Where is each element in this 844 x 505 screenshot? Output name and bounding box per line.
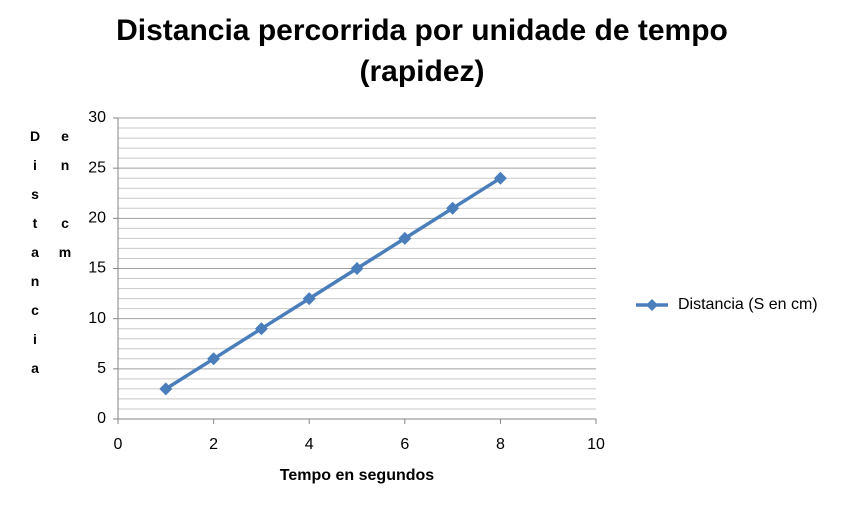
x-axis-label: Tempo en segundos: [280, 467, 434, 484]
point-marker: [207, 352, 221, 366]
legend-marker: [646, 299, 658, 311]
x-tick-label: 6: [400, 436, 409, 453]
y-axis-label: Distancia en cm: [27, 128, 73, 389]
point-marker: [398, 231, 412, 245]
y-tick-label: 30: [88, 109, 106, 126]
y-tick-label: 0: [97, 410, 106, 427]
x-tick-label: 0: [114, 436, 123, 453]
point-marker: [159, 382, 173, 396]
x-tick-label: 4: [305, 436, 314, 453]
series-line: [164, 176, 502, 391]
x-tick-label: 10: [587, 436, 605, 453]
y-tick-label: 10: [88, 310, 106, 327]
chart-title: Distancia percorrida por unidade de temp…: [116, 14, 728, 88]
point-marker: [302, 292, 316, 306]
y-tick-label: 25: [88, 159, 106, 176]
y-tick-label: 5: [97, 360, 106, 377]
point-marker: [254, 322, 268, 336]
point-marker: [350, 262, 364, 275]
y-tick-label: 15: [88, 260, 106, 277]
point-marker: [446, 201, 460, 215]
point-marker: [493, 171, 507, 185]
legend-label: Distancia (S en cm): [678, 296, 818, 313]
x-tick-label: 8: [496, 436, 505, 453]
x-tick-label: 2: [209, 436, 218, 453]
y-tick-label: 20: [88, 210, 106, 227]
